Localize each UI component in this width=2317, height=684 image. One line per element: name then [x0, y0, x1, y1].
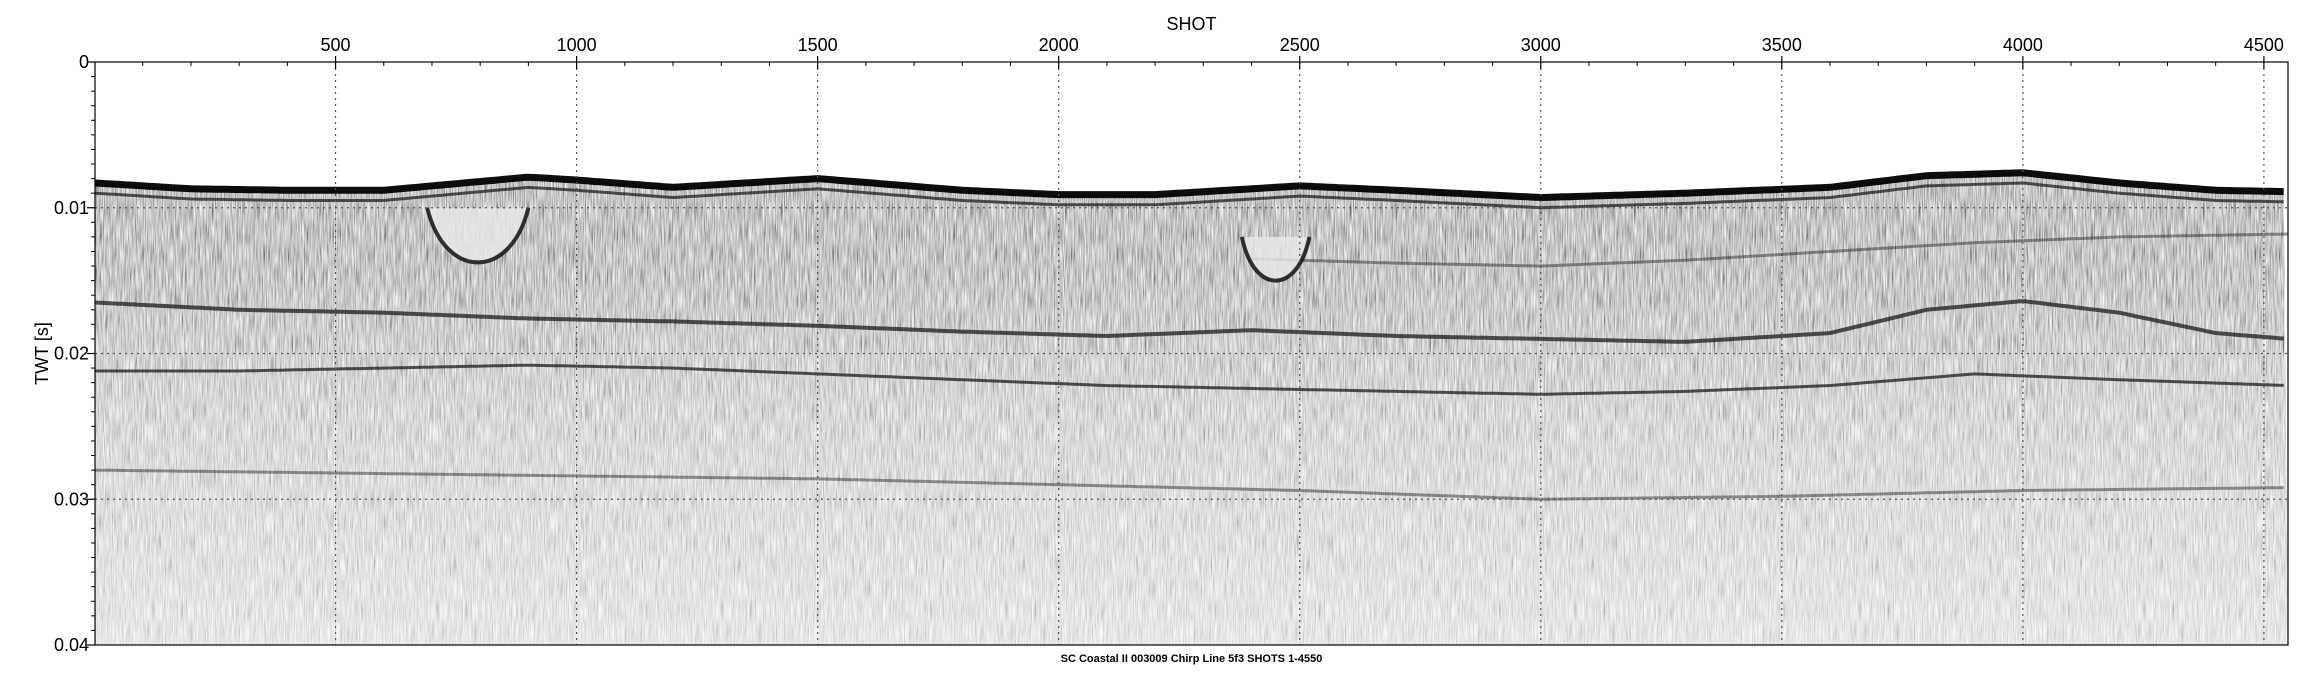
- subsurface-reflector: [1251, 232, 2288, 268]
- reflector-layer: [95, 169, 2288, 501]
- y-tick-label: 0.02: [54, 344, 89, 364]
- x-axis: 500 1000 1500 2000 2500 3000 3500 4000 4500: [142, 35, 2284, 69]
- y-axis-title: TWT [s]: [32, 322, 52, 385]
- channel-base-reflector: [425, 207, 531, 265]
- channel-fill: [1241, 236, 1310, 281]
- seafloor-multiple-band: [95, 181, 2284, 210]
- x-axis-title: SHOT: [1166, 14, 1216, 34]
- grid-lines: [95, 62, 2288, 645]
- x-tick-label: 1500: [798, 35, 838, 55]
- subsurface-reflector: [95, 363, 2284, 396]
- x-tick-label: 2000: [1039, 35, 1079, 55]
- plot-area: [94, 61, 2289, 646]
- channel-fill: [427, 207, 529, 263]
- y-tick-label: 0: [79, 52, 89, 72]
- x-tick-label: 2500: [1280, 35, 1320, 55]
- y-tick-label: 0.01: [54, 198, 89, 218]
- subsurface-reflector: [95, 299, 2284, 344]
- x-tick-label: 3500: [1762, 35, 1802, 55]
- subsurface-reflector: [95, 468, 2284, 501]
- y-tick-label: 0.04: [54, 635, 89, 655]
- x-tick-label: 500: [321, 35, 351, 55]
- seismic-image: [95, 62, 2288, 645]
- channel-base-reflector: [1239, 236, 1312, 283]
- x-tick-label: 4000: [2003, 35, 2043, 55]
- profile-caption: SC Coastal II 003009 Chirp Line 5f3 SHOT…: [1061, 653, 1323, 665]
- x-tick-label: 1000: [557, 35, 597, 55]
- seafloor-reflector: [95, 169, 2284, 202]
- y-axis: 0 0.01 0.02 0.03 0.04: [54, 52, 95, 655]
- x-tick-label: 4500: [2244, 35, 2284, 55]
- y-tick-label: 0.03: [54, 489, 89, 509]
- x-tick-label: 3000: [1521, 35, 1561, 55]
